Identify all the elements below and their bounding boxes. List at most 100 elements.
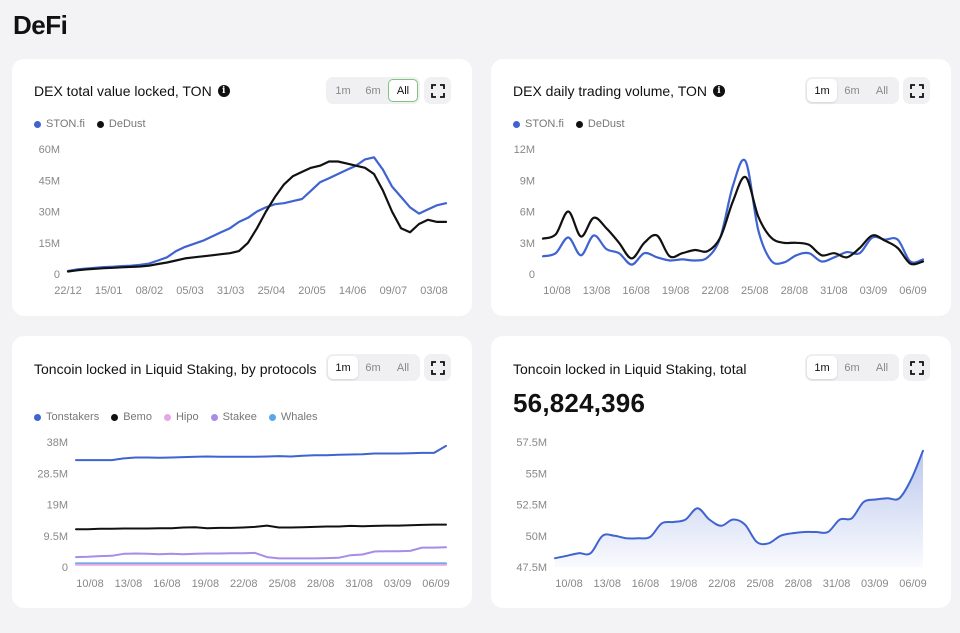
card-liquid-staking-protocols: Toncoin locked in Liquid Staking, by pro… [12, 336, 472, 608]
x-tick-label: 22/08 [701, 285, 729, 297]
x-tick-label: 03/09 [860, 285, 888, 297]
x-tick-label: 25/08 [741, 285, 769, 297]
x-tick-label: 08/02 [136, 285, 164, 297]
legend-item: STON.fi [34, 118, 85, 130]
period-selector: 1m 6m All [326, 354, 420, 381]
period-1m-button[interactable]: 1m [328, 356, 358, 379]
period-6m-button[interactable]: 6m [365, 84, 381, 97]
y-tick-label: 9.5M [44, 531, 68, 543]
legend-item: DeDust [96, 118, 146, 130]
x-tick-label: 25/04 [258, 285, 286, 297]
y-tick-label: 38M [47, 437, 68, 449]
y-tick-label: 3M [520, 238, 535, 250]
y-tick-label: 60M [39, 144, 60, 156]
x-tick-label: 06/09 [899, 578, 927, 590]
x-tick-label: 13/08 [593, 578, 621, 590]
x-tick-label: 28/08 [307, 578, 335, 590]
y-tick-label: 52.5M [516, 500, 547, 512]
legend-item: Stakee [210, 411, 257, 423]
period-6m-button[interactable]: 6m [844, 361, 860, 374]
period-all-button[interactable]: All [396, 361, 410, 374]
info-icon[interactable]: i [713, 85, 726, 97]
x-tick-label: 10/08 [555, 578, 583, 590]
x-tick-label: 19/08 [662, 285, 690, 297]
x-tick-label: 25/08 [268, 578, 296, 590]
legend: Tonstakers Bemo Hipo Stakee Whales [34, 411, 318, 423]
period-selector: 1m 6m All [326, 77, 420, 104]
x-tick-label: 19/08 [192, 578, 220, 590]
series-line-bemo [75, 523, 447, 531]
expand-button[interactable] [903, 77, 930, 104]
legend-item: STON.fi [513, 118, 564, 130]
x-tick-label: 06/09 [899, 285, 927, 297]
y-tick-label: 50M [526, 531, 547, 543]
info-icon[interactable]: i [217, 85, 230, 97]
legend-label: STON.fi [46, 118, 85, 130]
period-1m-button[interactable]: 1m [807, 356, 837, 379]
expand-button[interactable] [424, 354, 451, 381]
card-title: DEX daily trading volume, TON [513, 83, 708, 99]
legend-dot [96, 120, 104, 128]
expand-icon [430, 360, 445, 375]
y-tick-label: 9M [520, 175, 535, 187]
period-1m-button[interactable]: 1m [807, 79, 837, 102]
period-1m-button[interactable]: 1m [335, 84, 351, 97]
y-tick-label: 0 [62, 562, 68, 574]
series-line-stakee [75, 546, 447, 560]
x-tick-label: 10/08 [76, 578, 104, 590]
staking-total-chart: 47.5M 50M 52.5M 55M 57.5M 10/08 13/08 16/08 19/0… [516, 437, 927, 590]
x-tick-label: 10/08 [543, 285, 571, 297]
y-tick-label: 6M [520, 207, 535, 219]
legend-item: Whales [268, 411, 318, 423]
expand-icon [909, 360, 924, 375]
legend-label: DeDust [587, 118, 625, 130]
legend-label: STON.fi [525, 118, 564, 130]
expand-button[interactable] [424, 77, 451, 104]
y-tick-label: 55M [526, 468, 547, 480]
legend-item: DeDust [575, 118, 625, 130]
x-tick-label: 05/03 [176, 285, 204, 297]
x-tick-label: 13/08 [583, 285, 611, 297]
card-liquid-staking-total: Toncoin locked in Liquid Staking, total … [491, 336, 951, 608]
series-line-total [554, 449, 924, 560]
card-title: DEX total value locked, TON [34, 83, 212, 99]
y-tick-label: 0 [529, 269, 535, 281]
legend-dot [513, 120, 520, 128]
period-6m-button[interactable]: 6m [844, 84, 860, 97]
legend-label: DeDust [108, 118, 146, 130]
period-all-button[interactable]: All [388, 79, 418, 102]
period-all-button[interactable]: All [875, 361, 889, 374]
expand-icon [909, 83, 924, 98]
y-tick-label: 0 [54, 269, 60, 281]
legend-label: Tonstakers [46, 411, 100, 423]
x-tick-label: 03/08 [420, 285, 448, 297]
card-dex-volume: DEX daily trading volume, TON i 1m 6m Al… [491, 59, 951, 316]
total-value: 56,824,396 [513, 388, 646, 418]
x-tick-label: 03/09 [384, 578, 412, 590]
legend-item: Hipo [163, 411, 199, 423]
y-tick-label: 57.5M [516, 437, 547, 449]
x-tick-label: 13/08 [115, 578, 143, 590]
x-tick-label: 31/08 [820, 285, 848, 297]
period-6m-button[interactable]: 6m [365, 361, 381, 374]
legend-dot [111, 413, 119, 421]
legend-item: Bemo [111, 411, 152, 423]
series-line-ston-fi [541, 158, 925, 266]
expand-button[interactable] [903, 354, 930, 381]
x-tick-label: 09/07 [380, 285, 408, 297]
period-selector: 1m 6m All [805, 354, 899, 381]
x-tick-label: 25/08 [746, 578, 774, 590]
legend-dot [163, 413, 171, 421]
legend-dot [34, 413, 41, 421]
legend-label: Stakee [222, 411, 257, 423]
x-tick-label: 28/08 [785, 578, 813, 590]
period-selector: 1m 6m All [805, 77, 899, 104]
period-all-button[interactable]: All [875, 84, 889, 97]
staking-protocols-chart: 0 9.5M 19M 28.5M 38M 10/08 13/08 16/08 19/08 22/0… [37, 437, 449, 590]
legend-item: Tonstakers [34, 411, 99, 423]
series-line-tonstakers [75, 444, 447, 462]
expand-icon [430, 83, 445, 98]
card-dex-tvl: DEX total value locked, TON i 1m 6m All … [12, 59, 472, 316]
legend-dot [210, 413, 218, 421]
series-area [555, 450, 923, 567]
